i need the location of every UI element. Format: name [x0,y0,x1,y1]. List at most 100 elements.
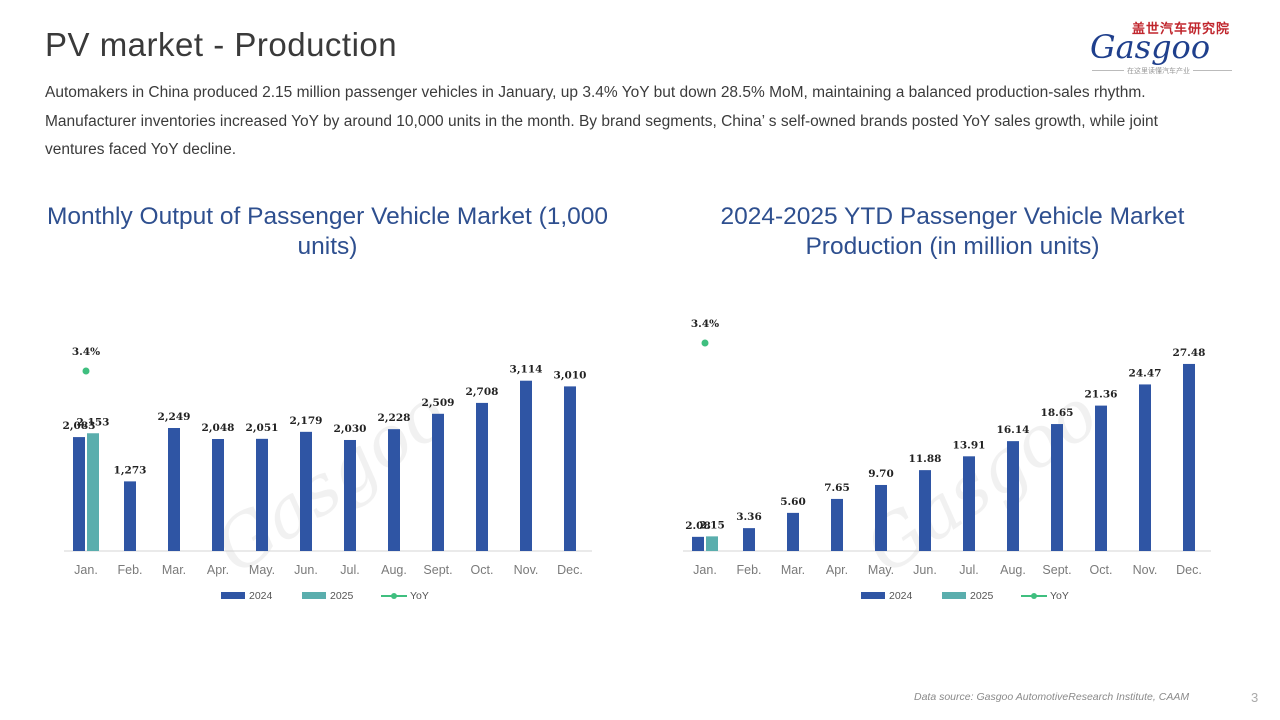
data-label-2024: 2,509 [422,397,455,409]
page-title: PV market - Production [45,26,398,63]
x-tick-label: Jun. [913,563,937,577]
bar-2024 [875,484,887,551]
data-label-2024: 27.48 [1173,347,1206,359]
bar-2024 [388,429,400,551]
legend-label-yoy: YoY [1050,590,1069,602]
x-tick-label: Sept. [423,563,452,577]
legend-label-2025: 2025 [330,590,354,602]
x-tick-label: Apr. [207,563,229,577]
bar-2024 [743,528,755,551]
x-tick-label: Oct. [1090,563,1113,577]
data-label-2024: 2,708 [466,386,499,398]
legend-marker-yoy [1031,593,1037,599]
data-label-2024: 21.36 [1085,389,1118,401]
data-label-2024: 2,179 [290,415,323,427]
yoy-label: 3.4% [72,346,100,358]
x-tick-label: Jul. [959,563,978,577]
gasgoo-logo: 盖世汽车研究院 Gasgoo 在这里读懂汽车产业 [1086,16,1238,78]
bar-2024 [1183,363,1195,551]
bar-2024 [520,380,532,551]
bar-2024 [476,402,488,551]
x-tick-label: Jun. [294,563,318,577]
x-tick-label: Jul. [340,563,359,577]
bar-2024 [256,438,268,551]
bar-2024 [73,437,85,551]
data-label-2024: 24.47 [1129,367,1162,379]
x-tick-label: Feb. [736,563,761,577]
data-label-2024: 16.14 [997,424,1030,436]
legend-label-2024: 2024 [249,590,273,602]
intro-line: Manufacturer inventories increased YoY b… [45,112,1158,130]
bar-2024 [300,431,312,551]
data-label-2024: 18.65 [1041,407,1074,419]
data-label-2024: 3,114 [510,364,543,376]
intro-line: Automakers in China produced 2.15 millio… [45,84,1146,101]
x-tick-label: Sept. [1042,563,1071,577]
bar-2024 [919,470,931,551]
data-label-2024: 9.70 [868,468,894,480]
bar-2024 [344,439,356,551]
x-tick-label: May. [249,563,275,577]
data-label-2024: 2,228 [378,412,411,424]
x-tick-label: Dec. [1176,563,1202,577]
ytd-production-chart: 2.082.15 3.4% Jan. 3.36 Feb. 5.60 Mar. 7.65 Apr.… [683,318,1211,602]
chart-title-monthly: Monthly Output of Passenger Vehicle Mark… [46,203,609,260]
bar-2024 [831,498,843,551]
data-source: Data source: Gasgoo AutomotiveResearch I… [914,691,1190,703]
data-label-2024: 13.91 [953,439,986,451]
bar-2024 [787,512,799,551]
x-tick-label: Nov. [514,563,539,577]
data-label-2024: 5.60 [780,496,806,508]
yoy-label: 3.4% [691,318,719,330]
legend-swatch-2024 [861,592,885,599]
bar-2025 [706,536,718,551]
logo-wordmark: Gasgoo [1090,28,1211,66]
legend-swatch-2025 [942,592,966,599]
data-label-2024: 3,010 [554,369,587,381]
yoy-point [82,367,90,375]
bar-2024 [564,386,576,551]
data-label-2024: 2,048 [202,422,235,434]
x-tick-label: Dec. [557,563,583,577]
data-label-2024: 2,030 [334,423,367,435]
legend-label-2024: 2024 [889,590,913,602]
x-tick-label: Feb. [117,563,142,577]
bar-2024 [168,428,180,551]
data-label-2025: 2.15 [699,519,725,531]
bar-2024 [124,481,136,551]
bar-2024 [1051,424,1063,551]
data-label-2024: 11.88 [909,453,942,465]
bar-2024 [1007,441,1019,551]
x-tick-label: Aug. [1000,563,1026,577]
data-label-2024: 2.08 [685,520,711,532]
x-tick-label: Nov. [1133,563,1158,577]
legend-label-2025: 2025 [970,590,994,602]
legend-marker-yoy [391,593,397,599]
data-label-2024: 2,051 [246,422,279,434]
x-tick-label: Aug. [381,563,407,577]
intro-line: ventures faced YoY decline. [45,141,237,158]
x-tick-label: Mar. [781,563,805,577]
logo-tagline: 在这里读懂汽车产业 [1124,66,1193,76]
data-label-2025: 2,153 [77,416,110,428]
bar-2024 [432,413,444,551]
data-label-2024: 2,249 [158,411,191,423]
data-label-2024: 3.36 [736,511,762,523]
logo-cn-name: 盖世汽车研究院 [1131,21,1230,36]
bar-2025 [87,433,99,551]
yoy-point [701,339,709,347]
legend-label-yoy: YoY [410,590,429,602]
data-label-2024: 1,273 [114,464,147,476]
x-tick-label: Jan. [74,563,98,577]
chart-title-ytd: 2024-2025 YTD Passenger Vehicle Market P… [720,203,1185,260]
bar-2024 [1139,384,1151,551]
x-tick-label: May. [868,563,894,577]
bar-2024 [212,439,224,551]
data-label-2024: 7.65 [824,482,850,494]
legend-swatch-2024 [221,592,245,599]
bar-2024 [963,456,975,551]
x-tick-label: Apr. [826,563,848,577]
legend-swatch-2025 [302,592,326,599]
bar-2024 [1095,405,1107,551]
